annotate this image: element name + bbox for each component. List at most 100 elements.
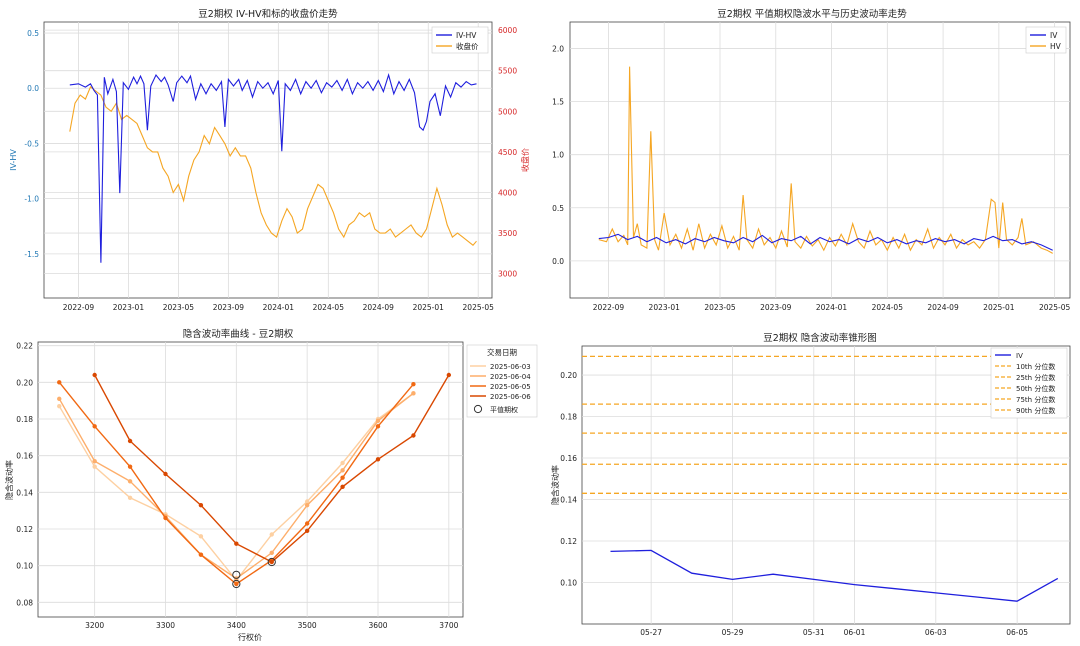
x-tick-label: 2024-05 xyxy=(313,303,345,312)
legend-label: 2025-06-06 xyxy=(490,393,531,401)
y-tick-label: 0.5 xyxy=(27,29,39,38)
x-tick-label: 2023-05 xyxy=(704,303,736,312)
series-smile-point xyxy=(340,475,345,480)
y-tick-label: 0.18 xyxy=(16,415,33,424)
panel1-ylabel: IV-HV xyxy=(9,149,18,171)
series-smile-point xyxy=(92,464,97,469)
x-tick-label: 06-05 xyxy=(1006,628,1028,637)
y-tick-label: 0.20 xyxy=(560,371,577,380)
x-tick-label: 05-27 xyxy=(640,628,662,637)
y-tick-label: -1.0 xyxy=(24,195,39,204)
y-tick-label: 0.12 xyxy=(16,525,33,534)
panel1-plot: 2022-09 2023-01 2023-05 2023-09 2024-01 2024-… xyxy=(24,21,517,312)
x-tick-label: 2023-05 xyxy=(163,303,195,312)
series-smile-point xyxy=(163,471,168,477)
y2-tick-label: 5000 xyxy=(498,107,517,116)
y-tick-label: 0.0 xyxy=(552,257,564,266)
x-tick-label: 2024-09 xyxy=(927,303,959,312)
x-tick-label: 2023-01 xyxy=(649,303,681,312)
series-smile-point xyxy=(375,418,381,424)
series-smile-point xyxy=(304,528,310,534)
legend-box xyxy=(990,347,1068,419)
x-tick-label: 2025-01 xyxy=(413,303,445,312)
legend-title: 交易日期 xyxy=(487,347,517,357)
x-tick-label: 06-03 xyxy=(925,628,947,637)
series-smile-point xyxy=(127,438,133,444)
x-tick-label: 05-29 xyxy=(722,628,744,637)
legend: IV HV xyxy=(1025,26,1067,54)
y-tick-label: 2.0 xyxy=(552,45,564,54)
series-smile-point xyxy=(92,424,97,429)
legend-label: 50th 分位数 xyxy=(1016,384,1055,393)
y-tick-label: 1.5 xyxy=(552,98,564,107)
legend-label: IV xyxy=(1016,352,1023,360)
x-tick-label: 3200 xyxy=(85,621,104,630)
series-iv-line xyxy=(610,549,1059,602)
y-tick-label: 0.08 xyxy=(16,598,33,607)
x-tick-label: 2024-01 xyxy=(816,303,848,312)
x-tick-label: 2023-09 xyxy=(760,303,792,312)
series-smile-point xyxy=(269,559,274,565)
series-smile-point xyxy=(304,502,310,508)
panel-atm-iv-hv: 豆2期权 平值期权隐波水平与历史波动率走势 2022-09 2023-01 2023… xyxy=(552,8,1070,312)
plot-frame xyxy=(569,21,1071,299)
panel2-title: 豆2期权 平值期权隐波水平与历史波动率走势 xyxy=(717,8,907,20)
y-tick-label: 0.16 xyxy=(560,454,577,463)
panel3-ylabel: 隐含波动率 xyxy=(4,460,14,500)
series-iv-hv-line xyxy=(69,73,477,263)
series-smile-point xyxy=(411,391,416,396)
panel2-plot: 2022-09 2023-01 2023-05 2023-09 2024-01 2024-… xyxy=(552,21,1071,312)
legend-label: 2025-06-05 xyxy=(490,383,531,391)
panel-vol-cone: 豆2期权 隐含波动率锥形图 隐含波动率 05-27 05-29 05-31 06-01… xyxy=(550,332,1071,637)
series-smile-point xyxy=(127,464,133,469)
atm-marker xyxy=(267,557,276,567)
plot-frame xyxy=(37,341,464,618)
legend: IV 10th 分位数 25th 分位数 50th 分位数 75th 分位数 90th 分… xyxy=(990,347,1068,419)
y2-tick-label: 4500 xyxy=(498,148,517,157)
x-tick-label: 05-31 xyxy=(803,628,825,637)
legend-label: 收盘价 xyxy=(456,41,479,51)
y2-tick-label: 5500 xyxy=(498,67,517,76)
series-smile-point xyxy=(340,460,345,466)
y-tick-label: 0.12 xyxy=(560,537,577,546)
legend: 交易日期 2025-06-03 2025-06-04 2025-06-05 2025-0… xyxy=(466,344,538,418)
series-smile-point xyxy=(340,468,345,473)
series-smile-point xyxy=(269,550,274,556)
series-smile-point xyxy=(304,499,310,504)
series-smile-point xyxy=(57,380,62,385)
legend-label: 25th 分位数 xyxy=(1016,373,1055,382)
series-close-price-line xyxy=(69,86,477,246)
y-tick-label: 1.0 xyxy=(552,151,564,160)
legend-box xyxy=(1025,26,1067,54)
plot-frame xyxy=(581,345,1071,625)
atm-marker xyxy=(232,570,241,579)
plot-frame xyxy=(43,21,493,299)
legend-box xyxy=(431,26,489,54)
series-smile-point xyxy=(163,515,168,521)
panel4-plot: 05-27 05-29 05-31 06-01 06-03 06-05 0.20 0.18 0.… xyxy=(560,345,1071,637)
legend-label: IV xyxy=(1050,31,1058,40)
legend-label: 2025-06-03 xyxy=(490,363,531,371)
x-tick-label: 2023-09 xyxy=(213,303,245,312)
panel3-xlabel: 行权价 xyxy=(238,632,262,642)
series-smile-point xyxy=(375,424,381,429)
panel1-y2label: 收盘价 xyxy=(520,148,530,172)
legend-label: 2025-06-04 xyxy=(490,373,531,381)
atm-marker xyxy=(232,579,241,589)
x-tick-label: 2024-09 xyxy=(363,303,395,312)
panel4-ylabel: 隐含波动率 xyxy=(550,465,560,505)
y2-tick-label: 6000 xyxy=(498,26,517,35)
legend-label: 90th 分位数 xyxy=(1016,406,1055,415)
series-smile-point xyxy=(234,581,239,587)
y2-tick-label: 3000 xyxy=(498,270,517,279)
y2-tick-label: 4000 xyxy=(498,188,517,197)
legend-label: HV xyxy=(1050,42,1062,51)
y-tick-label: -1.5 xyxy=(24,250,39,259)
x-tick-label: 3700 xyxy=(439,621,458,630)
panel3-plot: 3200 3300 3400 3500 3600 3700 0.22 0.20 0.18 0.16… xyxy=(16,341,538,630)
x-tick-label: 3600 xyxy=(368,621,387,630)
series-smile-point xyxy=(411,381,416,387)
x-tick-label: 2024-05 xyxy=(872,303,904,312)
series-smile-point xyxy=(57,403,62,409)
